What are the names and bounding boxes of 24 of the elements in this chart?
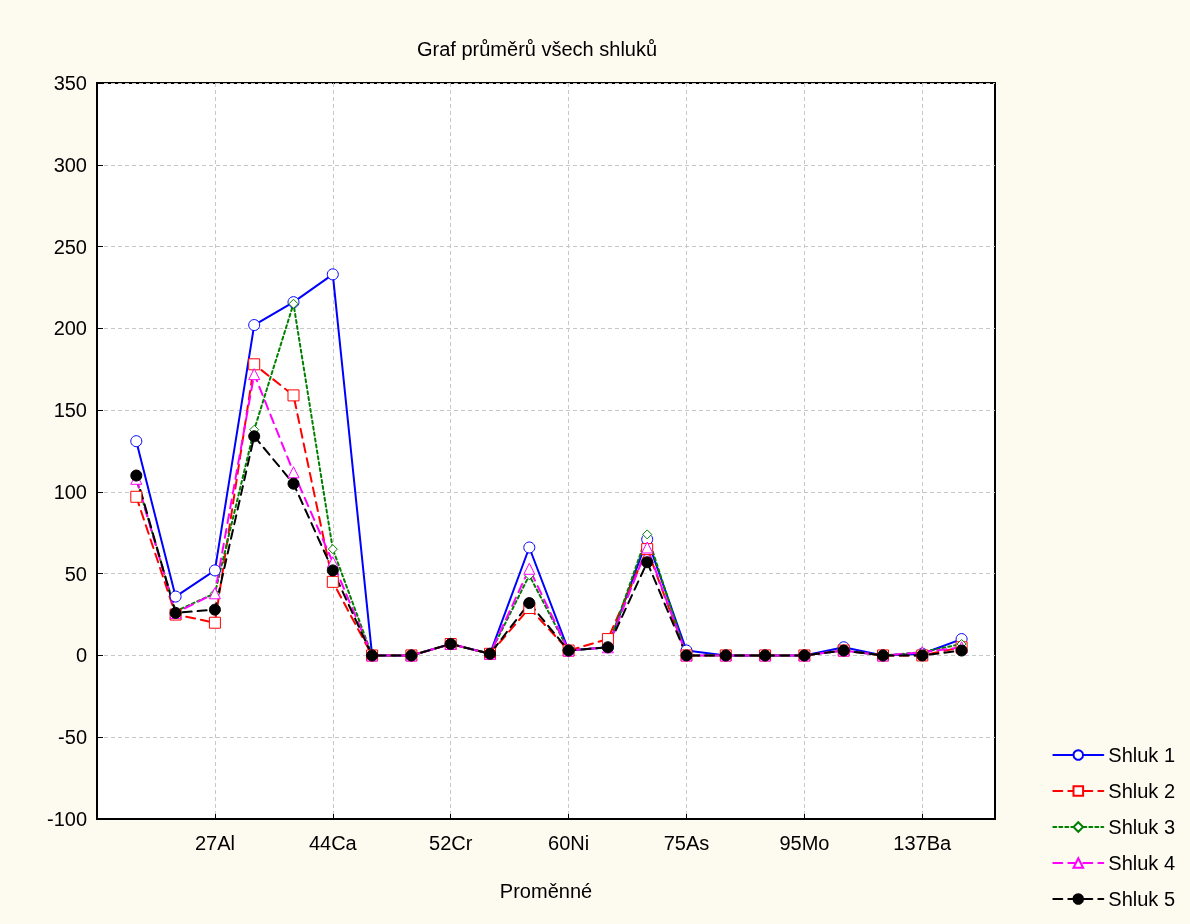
y-tick-label: 200: [53, 317, 87, 340]
legend-label: Shluk 4: [1108, 852, 1176, 874]
x-axis-title: Proměnné: [499, 880, 593, 902]
y-tick-label: -100: [46, 808, 87, 830]
x-tick-label: 95Mo: [779, 832, 830, 854]
y-tick-label: 350: [53, 72, 87, 94]
legend-label: Shluk 3: [1108, 816, 1176, 838]
y-tick-label: 150: [53, 399, 87, 422]
x-tick-label: 75As: [663, 832, 710, 854]
chart-title: Graf průměrů všech shluků: [417, 38, 658, 60]
legend-label: Shluk 1: [1108, 744, 1176, 766]
x-tick-label: 27Al: [194, 832, 235, 854]
y-tick-label: 50: [64, 562, 87, 585]
x-tick-label: 52Cr: [429, 832, 473, 854]
y-tick-label: 0: [75, 644, 87, 667]
legend-label: Shluk 2: [1108, 780, 1176, 802]
legend-label: Shluk 5: [1108, 888, 1176, 910]
x-tick-label: 137Ba: [893, 832, 953, 854]
y-tick-label: -50: [58, 726, 87, 749]
x-tick-label: 44Ca: [308, 832, 358, 854]
x-tick-label: 60Ni: [548, 832, 590, 854]
y-tick-label: 250: [53, 235, 87, 258]
y-tick-label: 300: [53, 153, 87, 176]
y-tick-label: 100: [53, 480, 87, 503]
